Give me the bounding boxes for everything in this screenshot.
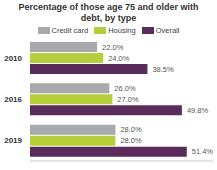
html-text:Housing: Housing — [108, 26, 136, 35]
svg-text:2016: 2016 — [8, 95, 23, 104]
svg-text:28.0%: 28.0% — [120, 136, 142, 145]
svg-text:28.0%: 28.0% — [120, 125, 142, 134]
html-text:Percentage of those age 75 and: Percentage of those age 75 and older wit… — [18, 2, 199, 23]
html-text:Overall: Overall — [155, 26, 180, 35]
svg-text:38.5%: 38.5% — [152, 65, 174, 74]
svg-text:51.4%: 51.4% — [192, 147, 209, 156]
svg-text:27.0%: 27.0% — [117, 95, 139, 104]
svg-text:2019: 2019 — [8, 136, 23, 145]
svg-text:22.0%: 22.0% — [102, 43, 124, 52]
html-text:Credit card: Credit card — [51, 26, 89, 35]
svg-text:24.0%: 24.0% — [108, 54, 130, 63]
svg-text:49.8%: 49.8% — [187, 106, 209, 115]
svg-text:26.0%: 26.0% — [114, 84, 136, 93]
svg-text:2010: 2010 — [8, 54, 23, 63]
